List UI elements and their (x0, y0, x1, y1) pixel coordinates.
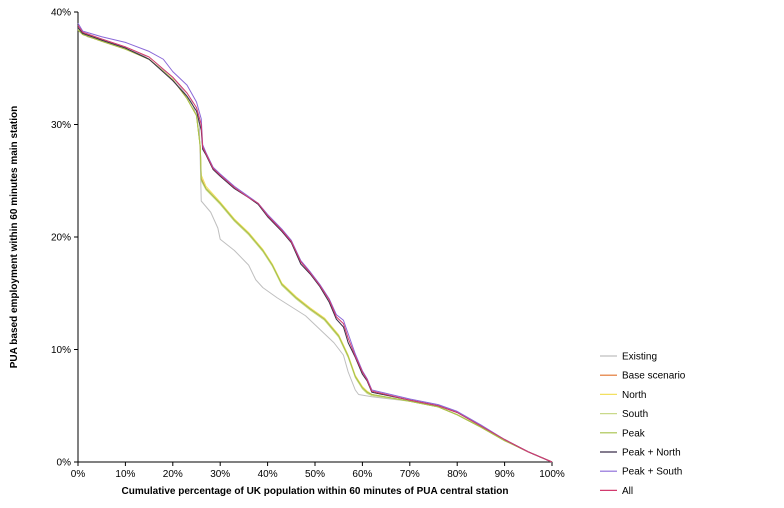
series-line-peak (77, 29, 553, 463)
series-line-all (77, 25, 553, 463)
legend-label: Base scenario (622, 371, 686, 382)
series-line-peak-north (77, 27, 553, 463)
legend-label: North (622, 390, 646, 401)
x-tick-label: 60% (352, 469, 372, 480)
legend-label: All (622, 486, 633, 497)
x-tick-label: 30% (210, 469, 230, 480)
legend-label: Peak + South (622, 467, 682, 478)
x-tick-label: 70% (400, 469, 420, 480)
y-tick-label: 10% (51, 345, 71, 356)
x-tick-label: 0% (71, 469, 86, 480)
series-line-existing (77, 27, 553, 463)
x-axis-title: Cumulative percentage of UK population w… (122, 486, 509, 497)
series-lines (77, 22, 553, 463)
series-line-north (77, 28, 553, 463)
y-tick-label: 30% (51, 120, 71, 131)
y-tick-label: 0% (57, 458, 72, 469)
x-tick-label: 10% (115, 469, 135, 480)
legend-label: Existing (622, 352, 657, 363)
x-tick-label: 40% (258, 469, 278, 480)
legend-label: Peak (622, 428, 646, 439)
y-ticks: 0% 10% 20% 30% 40% (51, 8, 78, 469)
y-tick-label: 20% (51, 233, 71, 244)
x-tick-label: 80% (447, 469, 467, 480)
x-tick-label: 90% (495, 469, 515, 480)
axes (77, 12, 552, 463)
series-line-south (77, 28, 553, 463)
x-tick-label: 50% (305, 469, 325, 480)
legend-label: Peak + North (622, 448, 681, 459)
legend-label: South (622, 409, 648, 420)
series-line-base-scenario (77, 29, 553, 463)
series-line-peak-south (77, 22, 553, 463)
y-tick-label: 40% (51, 8, 71, 19)
x-tick-label: 20% (163, 469, 183, 480)
y-axis-title: PUA based employment within 60 minutes m… (9, 106, 20, 368)
x-tick-label: 100% (539, 469, 565, 480)
x-ticks: 0% 10% 20% 30% 40% 50% 60% 70% 80% 90% 100% (71, 462, 565, 480)
legend: Existing Base scenario North South Peak Peak … (600, 352, 686, 497)
